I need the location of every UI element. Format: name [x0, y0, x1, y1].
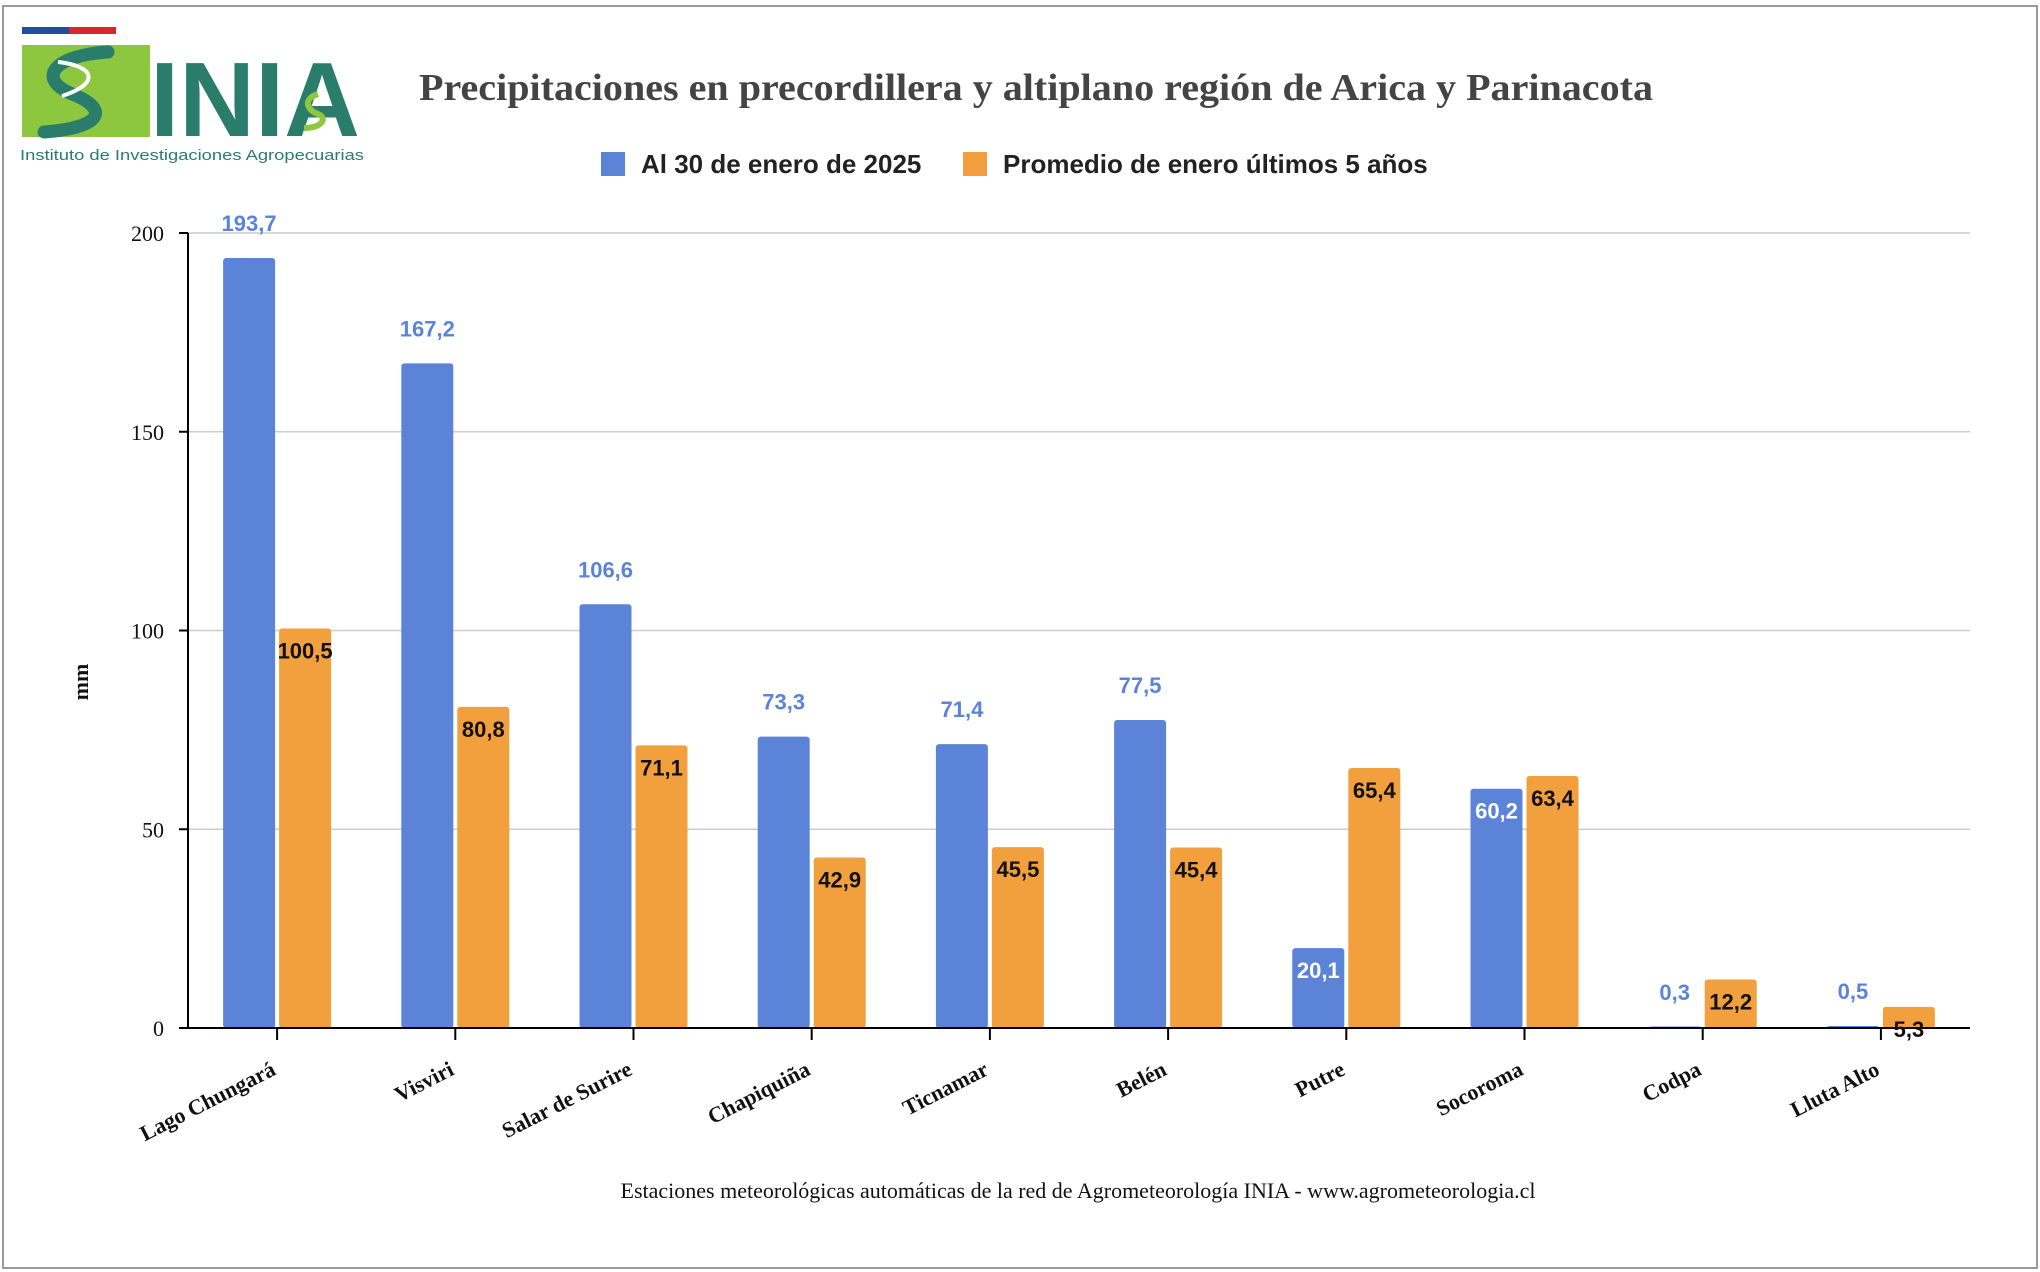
- legend-swatch-average: [963, 152, 987, 176]
- bar-series-2025: [223, 258, 276, 1029]
- x-category-label: Visviri: [390, 1056, 457, 1107]
- x-axis-caption: Estaciones meteorológicas automáticas de…: [621, 1178, 1536, 1203]
- y-axis-label: mm: [68, 664, 93, 701]
- data-label-series-average: 71,1: [640, 755, 683, 780]
- bar-series-average: [1704, 979, 1757, 1028]
- data-label-series-2025: 167,2: [400, 316, 455, 341]
- bars: [223, 258, 1935, 1029]
- y-tick-label: 0: [153, 1016, 164, 1041]
- data-label-series-2025: 60,2: [1475, 799, 1518, 824]
- bar-series-average: [1170, 847, 1223, 1028]
- x-category-label: Belén: [1112, 1056, 1170, 1102]
- data-label-series-average: 5,3: [1894, 1017, 1925, 1042]
- bar-series-2025: [1292, 948, 1345, 1028]
- data-label-series-average: 12,2: [1709, 990, 1752, 1015]
- x-category-label: Salar de Surire: [498, 1056, 636, 1143]
- x-category-label: Chapiquiña: [703, 1056, 814, 1129]
- data-label-series-average: 45,4: [1175, 858, 1219, 883]
- x-category-label: Socoroma: [1432, 1056, 1527, 1121]
- y-tick-label: 200: [131, 221, 164, 246]
- chart-title: Precipitaciones en precordillera y altip…: [419, 67, 1653, 109]
- grid-lines: [188, 232, 1970, 830]
- data-labels: 193,7 100,5 167,2 80,8 106,6 71,1 73,3 42,9 71,4…: [222, 211, 1925, 1042]
- data-label-series-average: 42,9: [818, 867, 861, 892]
- bar-series-2025: [935, 744, 988, 1028]
- axes: [179, 232, 1970, 1040]
- x-category-label: Lluta Alto: [1786, 1056, 1883, 1122]
- y-tick-label: 100: [131, 619, 164, 644]
- bar-series-average: [991, 847, 1044, 1028]
- data-label-series-2025: 73,3: [762, 690, 805, 715]
- bar-series-2025: [1114, 719, 1167, 1028]
- data-label-series-2025: 193,7: [222, 211, 277, 236]
- logo-flag-red: [69, 27, 116, 34]
- logo-leaf-icon: [303, 91, 326, 131]
- data-label-series-2025: 0,5: [1838, 979, 1869, 1004]
- bar-series-2025: [1470, 788, 1523, 1028]
- data-label-series-2025: 77,5: [1119, 673, 1162, 698]
- data-label-series-average: 100,5: [278, 639, 333, 664]
- bar-series-2025: [401, 363, 454, 1028]
- legend-swatch-2025: [601, 152, 625, 176]
- bar-series-average: [635, 745, 688, 1028]
- bar-series-average: [1348, 768, 1401, 1028]
- x-category-label: Lago Chungará: [136, 1056, 280, 1146]
- data-label-series-2025: 20,1: [1297, 958, 1340, 983]
- bar-series-2025: [579, 604, 632, 1028]
- inia-logo: INIA Instituto de Investigaciones Agrope…: [20, 27, 364, 164]
- data-label-series-average: 65,4: [1353, 778, 1397, 803]
- data-label-series-average: 45,5: [996, 857, 1039, 882]
- bar-series-average: [457, 706, 510, 1028]
- legend-label-average: Promedio de enero últimos 5 años: [1003, 149, 1428, 179]
- data-label-series-average: 63,4: [1531, 786, 1575, 811]
- chart-legend: Al 30 de enero de 2025 Promedio de enero…: [601, 149, 1428, 179]
- logo-swirl-highlight-icon: [57, 60, 91, 98]
- bar-series-average: [1882, 1006, 1935, 1028]
- y-tick-label: 150: [131, 420, 164, 445]
- x-category-label: Codpa: [1638, 1056, 1705, 1107]
- bar-series-average: [279, 628, 332, 1028]
- x-category-label: Putre: [1291, 1056, 1349, 1102]
- bar-series-2025: [757, 736, 810, 1028]
- data-label-series-2025: 106,6: [578, 557, 633, 582]
- logo-subtitle: Instituto de Investigaciones Agropecuari…: [20, 147, 364, 164]
- bar-series-average: [813, 857, 866, 1028]
- data-label-series-2025: 0,3: [1659, 980, 1690, 1005]
- logo-flag-blue: [22, 27, 69, 34]
- legend-label-2025: Al 30 de enero de 2025: [641, 149, 921, 179]
- logo-wordmark: INIA: [150, 41, 360, 159]
- chart-frame: [2, 5, 2038, 1269]
- data-label-series-average: 80,8: [462, 717, 505, 742]
- data-label-series-2025: 71,4: [940, 697, 984, 722]
- x-category-label: Ticnamar: [898, 1056, 992, 1120]
- y-tick-label: 50: [142, 817, 164, 842]
- bar-series-average: [1526, 775, 1579, 1028]
